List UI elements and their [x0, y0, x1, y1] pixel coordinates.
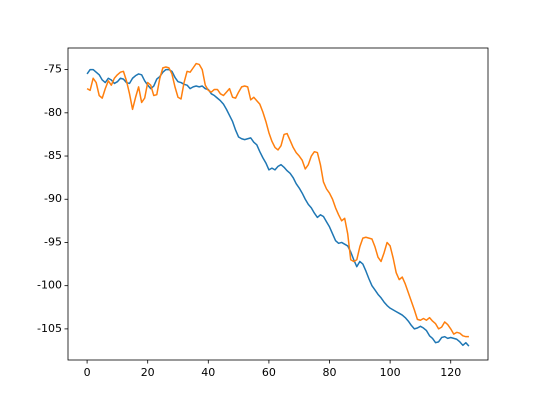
x-tick-label: 100: [380, 366, 401, 379]
x-tick-label: 40: [201, 366, 215, 379]
x-tick-label: 60: [262, 366, 276, 379]
y-tick-label: -95: [44, 235, 62, 248]
x-tick-label: 80: [323, 366, 337, 379]
line-series: [86, 68, 470, 347]
y-tick-label: -80: [44, 106, 62, 119]
y-tick-label: -90: [44, 192, 62, 205]
y-tick-label: -105: [37, 322, 62, 335]
y-tick-label: -100: [37, 279, 62, 292]
x-tick-label: 0: [84, 366, 91, 379]
line-series: [86, 62, 469, 338]
y-tick-label: -85: [44, 149, 62, 162]
x-tick-label: 120: [440, 366, 461, 379]
x-tick-label: 20: [141, 366, 155, 379]
plot-frame: [67, 47, 489, 361]
y-tick-label: -75: [44, 63, 62, 76]
